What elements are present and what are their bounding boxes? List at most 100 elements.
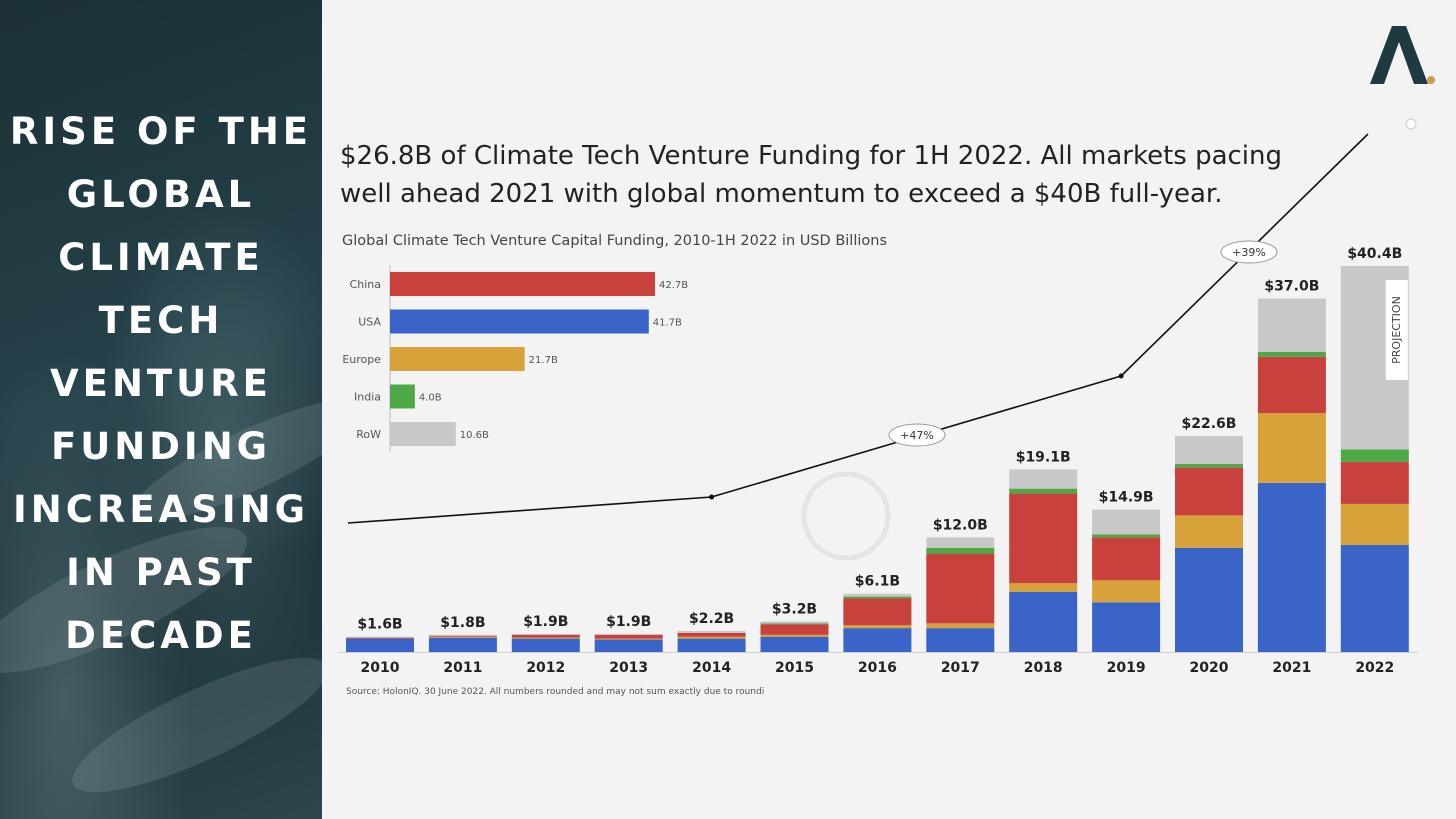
bar-segment-china-2011 (428, 635, 497, 637)
inset-value-label: 21.7B (529, 355, 558, 366)
inset-category-label: USA (358, 316, 381, 329)
bar-segment-usa-2010 (346, 638, 414, 652)
headline: $26.8B of Climate Tech Venture Funding f… (340, 137, 1440, 213)
bar-total-label: $40.4B (1347, 246, 1402, 262)
projection-label: PROJECTION (1390, 296, 1403, 364)
bar-total-label: $1.9B (606, 614, 651, 630)
bar-segment-row-2020 (1175, 436, 1243, 464)
bar-segment-china-2010 (346, 637, 414, 639)
x-tick-label: 2017 (941, 660, 980, 676)
inset-bar-row (390, 422, 456, 446)
bar-segment-china-2022 (1340, 461, 1409, 504)
bar-segment-china-2017 (926, 553, 995, 624)
inset-category-label: China (350, 278, 381, 291)
sidebar-title-line: IN PAST (66, 551, 256, 594)
bar-segment-europe-2022 (1340, 503, 1409, 545)
bar-total-label: $1.8B (440, 615, 485, 631)
bar-segment-usa-2012 (511, 638, 580, 652)
trend-end-marker (1405, 118, 1417, 130)
inset-bar-usa (390, 309, 649, 334)
inset-category-label: India (354, 391, 381, 404)
bar-segment-usa-2017 (926, 628, 995, 652)
logo-dot (1427, 76, 1435, 84)
bar-segment-china-2015 (760, 624, 829, 635)
x-tick-label: 2020 (1190, 660, 1229, 676)
sidebar-title-line: VENTURE (50, 362, 272, 405)
bar-segment-europe-2019 (1092, 580, 1161, 603)
trend-point (1118, 373, 1124, 379)
bar-segment-row-2019 (1092, 509, 1161, 535)
x-tick-label: 2019 (1107, 660, 1146, 676)
x-tick-label: 2010 (361, 660, 400, 676)
bar-segment-usa-2021 (1257, 482, 1326, 652)
bar-segment-row-2013 (594, 633, 663, 635)
bar-segment-china-2020 (1175, 467, 1243, 516)
bar-segment-europe-2017 (926, 623, 995, 629)
brand-logo-icon (1370, 26, 1435, 84)
x-tick-label: 2013 (609, 660, 648, 676)
bar-segment-india-2016 (843, 596, 912, 599)
x-tick-label: 2014 (692, 660, 731, 676)
inset-bar-europe (390, 347, 525, 371)
bar-segment-row-2016 (843, 593, 912, 597)
sidebar-title-line: INCREASING (12, 488, 310, 531)
bar-segment-row-2014 (677, 630, 746, 633)
bar-segment-china-2021 (1257, 356, 1326, 414)
bar-segment-europe-2018 (1009, 583, 1078, 592)
x-tick-label: 2022 (1355, 660, 1394, 676)
inset-bar-india (390, 384, 415, 409)
bar-segment-europe-2015 (760, 634, 829, 637)
bar-total-label: $1.6B (357, 617, 402, 633)
bar-segment-row-2021 (1257, 298, 1326, 352)
bar-segment-india-2015 (760, 623, 829, 625)
sidebar-title-line: DECADE (65, 614, 257, 657)
x-tick-label: 2016 (858, 660, 897, 676)
projection-box (1385, 280, 1408, 380)
sidebar-panel: RISE OF THE GLOBAL CLIMATE TECH VENTURE … (0, 0, 322, 819)
bar-segment-usa-2013 (594, 639, 663, 652)
headline-line-1: $26.8B of Climate Tech Venture Funding f… (340, 141, 1283, 171)
inset-category-label: RoW (356, 428, 381, 441)
source-note: Source: HolonIQ. 30 June 2022. All numbe… (346, 687, 765, 697)
bar-segment-china-2016 (843, 598, 912, 626)
bar-segment-usa-2015 (760, 636, 829, 652)
inset-value-label: 41.7B (653, 318, 682, 329)
sidebar-title-line: TECH (98, 299, 224, 342)
bar-segment-row-2017 (926, 537, 995, 548)
sidebar-title-line: FUNDING (50, 425, 272, 468)
chart-title: Global Climate Tech Venture Capital Fund… (342, 233, 888, 249)
headline-line-2: well ahead 2021 with global momentum to … (340, 179, 1223, 209)
bar-total-label: $6.1B (855, 574, 900, 590)
bar-total-label: $19.1B (1016, 450, 1071, 466)
bar-segment-india-2017 (926, 547, 995, 554)
sidebar-title-line: GLOBAL (66, 173, 256, 216)
bar-segment-europe-2021 (1257, 413, 1326, 483)
bar-segment-india-2022 (1340, 449, 1409, 462)
bar-segment-europe-2014 (677, 636, 746, 639)
trend-point (709, 494, 715, 500)
logo-mark (1370, 26, 1428, 84)
bar-total-label: $2.2B (689, 611, 734, 627)
x-tick-label: 2021 (1272, 660, 1311, 676)
bar-segment-india-2021 (1257, 351, 1326, 357)
inset-category-label: Europe (342, 353, 381, 366)
bar-segment-europe-2020 (1175, 515, 1243, 548)
growth-annotation-bubble (888, 423, 946, 447)
bar-segment-row-2012 (511, 633, 580, 635)
inset-value-label: 42.7B (659, 280, 688, 291)
inset-value-label: 10.6B (460, 430, 489, 441)
bar-segment-china-2013 (594, 634, 663, 639)
bar-segment-row-2011 (428, 634, 497, 636)
sidebar-title-line: CLIMATE (58, 236, 264, 279)
inset-value-label: 4.0B (419, 393, 442, 404)
bar-segment-china-2018 (1009, 493, 1078, 584)
bar-segment-row-2015 (760, 621, 829, 624)
sidebar-title-line: RISE OF THE (9, 110, 313, 153)
bar-total-label: $22.6B (1182, 416, 1237, 432)
x-tick-label: 2012 (526, 660, 565, 676)
sidebar-title: RISE OF THE GLOBAL CLIMATE TECH VENTURE … (0, 100, 322, 667)
bar-total-label: $12.0B (933, 517, 988, 533)
bar-segment-china-2019 (1092, 537, 1161, 581)
x-tick-label: 2018 (1024, 660, 1063, 676)
